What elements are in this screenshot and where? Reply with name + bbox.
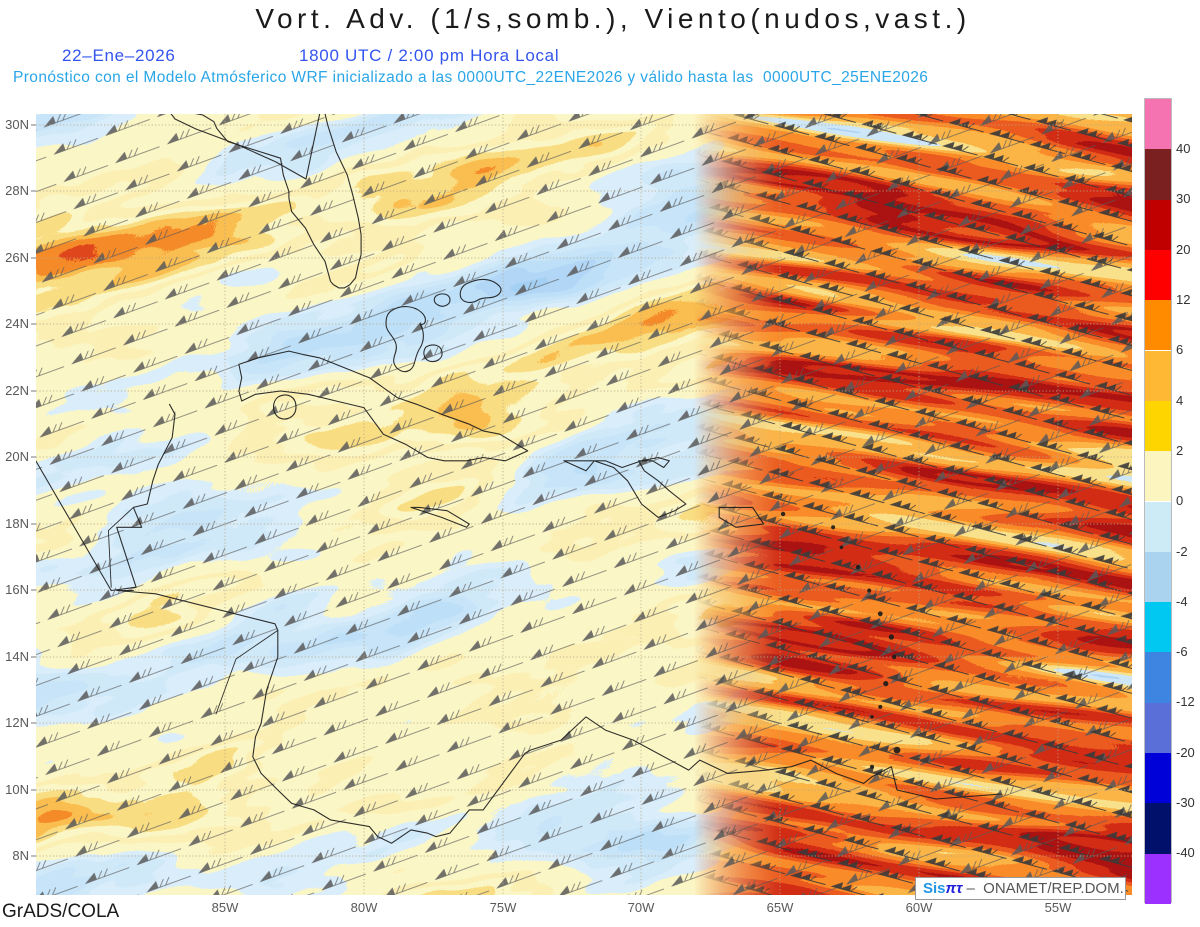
svg-text:65W: 65W bbox=[767, 900, 794, 915]
svg-text:26N: 26N bbox=[5, 250, 29, 265]
svg-text:70W: 70W bbox=[628, 900, 655, 915]
svg-text:80W: 80W bbox=[351, 900, 378, 915]
svg-text:55W: 55W bbox=[1045, 900, 1072, 915]
svg-text:20N: 20N bbox=[5, 449, 29, 464]
svg-text:22N: 22N bbox=[5, 383, 29, 398]
svg-text:12N: 12N bbox=[5, 715, 29, 730]
svg-text:24N: 24N bbox=[5, 316, 29, 331]
svg-text:18N: 18N bbox=[5, 516, 29, 531]
svg-text:14N: 14N bbox=[5, 649, 29, 664]
svg-text:8N: 8N bbox=[12, 848, 29, 863]
svg-text:75W: 75W bbox=[490, 900, 517, 915]
svg-text:16N: 16N bbox=[5, 582, 29, 597]
svg-text:28N: 28N bbox=[5, 183, 29, 198]
svg-text:85W: 85W bbox=[212, 900, 239, 915]
svg-text:60W: 60W bbox=[906, 900, 933, 915]
svg-text:30N: 30N bbox=[5, 117, 29, 132]
svg-text:10N: 10N bbox=[5, 782, 29, 797]
